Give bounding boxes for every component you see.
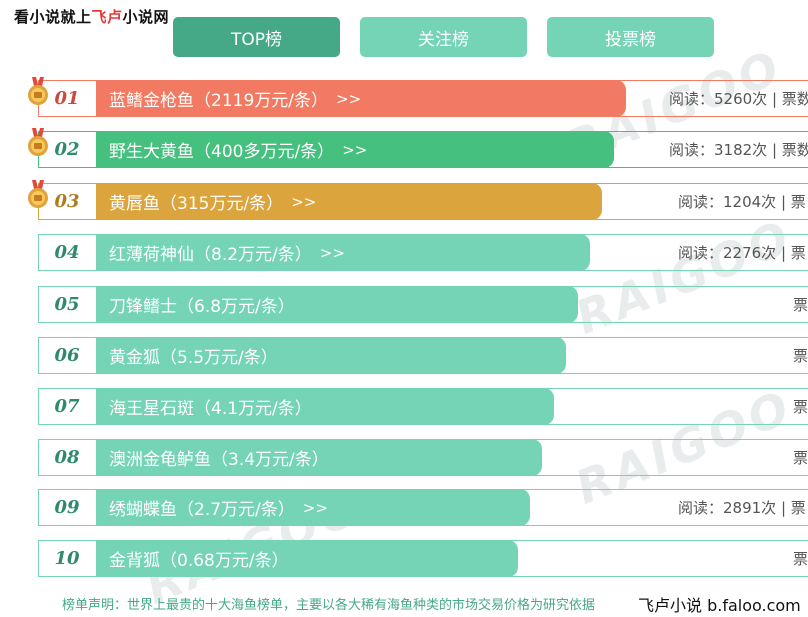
rank-number: 07	[54, 396, 80, 417]
double-chevron-right-icon: >>	[291, 192, 317, 211]
ranking-item-title: 澳洲金龟鲈鱼（3.4万元/条）	[109, 450, 329, 470]
ranking-row: 10 金背狐（0.68万元/条） 票	[38, 540, 808, 577]
ranking-tabs: TOP榜 关注榜 投票榜	[0, 17, 808, 57]
ranking-item-stats: 票	[793, 347, 808, 365]
watermark: RAIGOO	[568, 209, 800, 345]
rank-number: 05	[54, 294, 80, 315]
tab-vote[interactable]: 投票榜	[547, 17, 714, 57]
ranking-row: 06 黄金狐（5.5万元/条） 票	[38, 337, 808, 374]
double-chevron-right-icon: >>	[302, 498, 328, 517]
ranking-item-stats: 阅读：3182次 | 票数	[669, 141, 808, 159]
ranking-item-link[interactable]: 黄金狐（5.5万元/条）	[96, 337, 566, 374]
ranking-row: 05 刀锋鳍士（6.8万元/条） 票	[38, 286, 808, 323]
tab-follow[interactable]: 关注榜	[360, 17, 527, 57]
rank-number: 10	[54, 548, 80, 569]
rank-number: 04	[54, 242, 80, 263]
double-chevron-right-icon: >>	[319, 243, 345, 262]
ranking-item-stats: 票	[793, 296, 808, 314]
rank-number: 02	[54, 139, 80, 160]
ranking-item-stats: 阅读：1204次 | 票	[678, 193, 806, 211]
ranking-row: 08 澳洲金龟鲈鱼（3.4万元/条） 票	[38, 439, 808, 476]
ranking-item-link[interactable]: 刀锋鳍士（6.8万元/条）	[96, 286, 578, 323]
ranking-row: 02 野生大黄鱼（400多万元/条） >> 阅读：3182次 | 票数	[38, 131, 808, 168]
ranking-item-link[interactable]: 澳洲金龟鲈鱼（3.4万元/条）	[96, 439, 542, 476]
ranking-item-title: 刀锋鳍士（6.8万元/条）	[109, 297, 295, 317]
rank-number: 08	[54, 447, 80, 468]
ranking-item-link[interactable]: 黄唇鱼（315万元/条） >>	[96, 183, 602, 220]
rank-number: 09	[54, 497, 80, 518]
ranking-item-link[interactable]: 野生大黄鱼（400多万元/条） >>	[96, 131, 614, 168]
ranking-item-title: 红薄荷神仙（8.2万元/条）	[109, 245, 312, 265]
ranking-item-stats: 票	[793, 550, 808, 568]
tab-top[interactable]: TOP榜	[173, 17, 340, 57]
rank-number: 06	[54, 345, 80, 366]
ranking-item-title: 野生大黄鱼（400多万元/条）	[109, 142, 335, 162]
ranking-item-stats: 票	[793, 398, 808, 416]
ranking-item-title: 金背狐（0.68万元/条）	[109, 551, 289, 571]
site-tagline: 看小说就上飞卢小说网	[14, 8, 170, 26]
ranking-item-link[interactable]: 海王星石斑（4.1万元/条）	[96, 388, 554, 425]
ranking-item-link[interactable]: 红薄荷神仙（8.2万元/条） >>	[96, 234, 590, 271]
ranking-row: 03 黄唇鱼（315万元/条） >> 阅读：1204次 | 票	[38, 183, 808, 220]
ranking-item-title: 黄唇鱼（315万元/条）	[109, 194, 284, 214]
ranking-item-stats: 阅读：5260次 | 票数	[669, 90, 808, 108]
ranking-row: 04 红薄荷神仙（8.2万元/条） >> 阅读：2276次 | 票	[38, 234, 808, 271]
rank-number: 01	[54, 88, 80, 109]
ranking-item-link[interactable]: 蓝鳍金枪鱼（2119万元/条） >>	[96, 80, 626, 117]
medal-icon	[28, 180, 48, 208]
ranking-item-stats: 票	[793, 449, 808, 467]
double-chevron-right-icon: >>	[336, 89, 362, 108]
medal-icon	[28, 77, 48, 105]
ranking-item-title: 绣蝴蝶鱼（2.7万元/条）	[109, 500, 295, 520]
ranking-item-stats: 阅读：2891次 | 票	[678, 499, 806, 517]
double-chevron-right-icon: >>	[342, 140, 368, 159]
ranking-row: 09 绣蝴蝶鱼（2.7万元/条） >> 阅读：2891次 | 票	[38, 489, 808, 526]
ranking-item-link[interactable]: 绣蝴蝶鱼（2.7万元/条） >>	[96, 489, 530, 526]
medal-icon	[28, 128, 48, 156]
list-disclaimer: 榜单声明：世界上最贵的十大海鱼榜单，主要以各大稀有海鱼种类的市场交易价格为研究依…	[62, 598, 596, 613]
ranking-row: 07 海王星石斑（4.1万元/条） 票	[38, 388, 808, 425]
ranking-item-title: 蓝鳍金枪鱼（2119万元/条）	[109, 91, 328, 111]
ranking-item-title: 黄金狐（5.5万元/条）	[109, 348, 278, 368]
ranking-item-link[interactable]: 金背狐（0.68万元/条）	[96, 540, 518, 577]
rank-number: 03	[54, 191, 80, 212]
ranking-row: 01 蓝鳍金枪鱼（2119万元/条） >> 阅读：5260次 | 票数	[38, 80, 808, 117]
ranking-item-title: 海王星石斑（4.1万元/条）	[109, 399, 312, 419]
brand-watermark: 飞卢小说 b.faloo.com	[636, 592, 803, 616]
ranking-item-stats: 阅读：2276次 | 票	[678, 244, 806, 262]
